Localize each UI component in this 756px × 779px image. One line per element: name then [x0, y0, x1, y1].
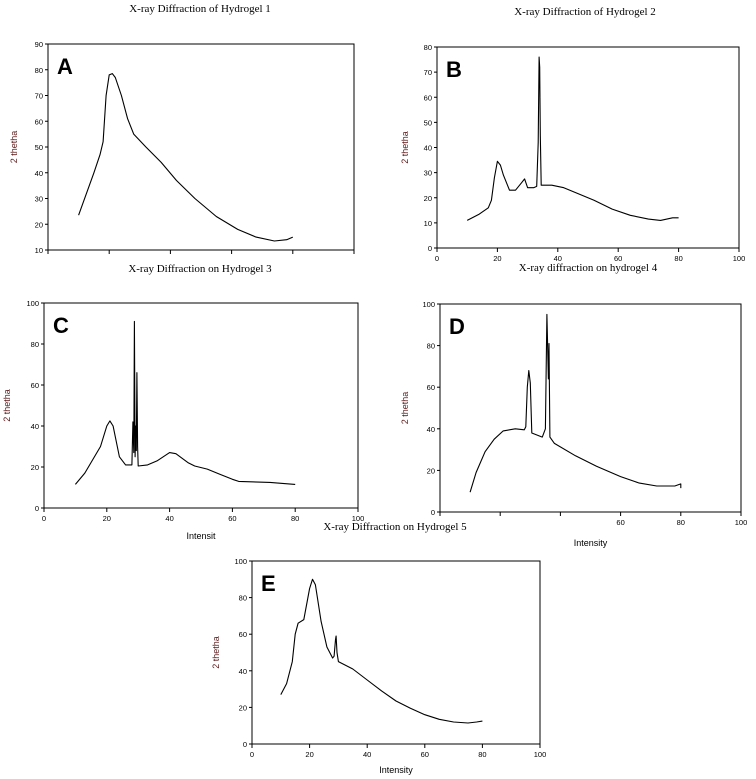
- plot-frame: [439, 303, 742, 513]
- chart-title: X-ray Diffraction on Hydrogel 5: [323, 521, 467, 533]
- plot-frame: [251, 560, 541, 745]
- y-tick-label: 40: [239, 667, 247, 676]
- panel-letter: C: [53, 313, 69, 338]
- y-tick-label: 60: [424, 93, 432, 102]
- y-tick-label: 10: [35, 246, 43, 255]
- series-line: [78, 73, 294, 242]
- x-tick-label: 40: [363, 750, 371, 759]
- y-tick-label: 20: [31, 463, 39, 472]
- y-tick-label: 60: [427, 383, 435, 392]
- x-tick-label: 80: [677, 518, 685, 527]
- y-tick-label: 20: [239, 703, 247, 712]
- y-axis-label: 2 thetha: [400, 392, 410, 425]
- panel-c: X-ray Diffraction on Hydrogel 3 0 20 40 60 80…: [2, 263, 364, 541]
- y-tick-label: 30: [35, 195, 43, 204]
- plot-frame: [43, 302, 359, 509]
- y-tick-label: 80: [239, 594, 247, 603]
- chart-title: X-ray Diffraction of Hydrogel 1: [129, 3, 271, 15]
- y-tick-label: 10: [424, 219, 432, 228]
- x-tick-label: 20: [493, 254, 501, 263]
- y-tick-label: 0: [243, 740, 247, 749]
- panel-a: X-ray Diffraction of Hydrogel 1 10 20 30 40 5…: [9, 3, 355, 255]
- y-tick-label: 100: [26, 299, 39, 308]
- x-tick-label: 20: [305, 750, 313, 759]
- y-tick-label: 20: [424, 194, 432, 203]
- x-tick-label: 100: [735, 518, 748, 527]
- x-axis-label: Intensity: [379, 765, 413, 775]
- series-line: [466, 56, 679, 221]
- y-tick-label: 0: [431, 508, 435, 517]
- x-tick-label: 80: [291, 514, 299, 523]
- y-tick-label: 100: [422, 300, 435, 309]
- x-tick-label: 60: [614, 254, 622, 263]
- y-axis-label: 2 thetha: [400, 131, 410, 164]
- panel-e: X-ray Diffraction on Hydrogel 5 0 20 40 60 80…: [211, 521, 546, 775]
- chart-title: X-ray Diffraction of Hydrogel 2: [514, 6, 656, 18]
- series-line: [469, 313, 682, 493]
- x-tick-label: 100: [733, 254, 746, 263]
- plot-frame: [47, 43, 355, 251]
- y-tick-label: 20: [427, 466, 435, 475]
- y-tick-label: 40: [427, 425, 435, 434]
- x-tick-label: 100: [352, 514, 365, 523]
- x-tick-label: 60: [228, 514, 236, 523]
- panel-letter: D: [449, 314, 465, 339]
- y-tick-label: 90: [35, 40, 43, 49]
- y-tick-label: 80: [35, 66, 43, 75]
- x-tick-label: 40: [554, 254, 562, 263]
- y-axis-label: 2 thetha: [9, 131, 19, 164]
- panel-letter: A: [57, 54, 73, 79]
- y-tick-label: 60: [239, 630, 247, 639]
- y-tick-label: 100: [234, 557, 247, 566]
- y-tick-label: 0: [428, 244, 432, 253]
- y-tick-label: 50: [35, 143, 43, 152]
- x-tick-label: 0: [250, 750, 254, 759]
- x-tick-label: 80: [478, 750, 486, 759]
- y-tick-label: 40: [35, 169, 43, 178]
- y-axis-label: 2 thetha: [2, 389, 12, 422]
- series-line: [74, 320, 296, 485]
- x-tick-label: 80: [674, 254, 682, 263]
- y-tick-label: 20: [35, 220, 43, 229]
- plot-frame: [436, 46, 740, 249]
- series-line: [280, 578, 483, 724]
- panel-b: X-ray Diffraction of Hydrogel 2 0 10 20 30 40…: [400, 6, 745, 263]
- y-axis-label: 2 thetha: [211, 636, 221, 669]
- panel-letter: B: [446, 57, 462, 82]
- chart-title: X-ray diffraction on hydrogel 4: [519, 262, 658, 274]
- y-tick-label: 30: [424, 169, 432, 178]
- x-axis-label: Intensity: [574, 538, 608, 548]
- x-tick-label: 60: [421, 750, 429, 759]
- y-tick-label: 80: [424, 43, 432, 52]
- y-tick-label: 70: [35, 92, 43, 101]
- x-tick-label: 20: [103, 514, 111, 523]
- x-tick-label: 0: [435, 254, 439, 263]
- panel-letter: E: [261, 571, 276, 596]
- y-tick-label: 60: [31, 381, 39, 390]
- x-axis-label: Intensit: [186, 531, 216, 541]
- x-tick-label: 40: [165, 514, 173, 523]
- x-tick-label: 60: [616, 518, 624, 527]
- y-tick-label: 60: [35, 117, 43, 126]
- y-tick-label: 80: [31, 340, 39, 349]
- y-tick-label: 40: [31, 422, 39, 431]
- x-tick-label: 100: [534, 750, 547, 759]
- chart-title: X-ray Diffraction on Hydrogel 3: [128, 263, 272, 275]
- y-tick-label: 50: [424, 118, 432, 127]
- panel-d: X-ray diffraction on hydrogel 4 0 20 40 60 80…: [400, 262, 747, 548]
- x-tick-label: 0: [42, 514, 46, 523]
- y-tick-label: 0: [35, 504, 39, 513]
- y-tick-label: 40: [424, 144, 432, 153]
- y-tick-label: 80: [427, 342, 435, 351]
- y-tick-label: 70: [424, 68, 432, 77]
